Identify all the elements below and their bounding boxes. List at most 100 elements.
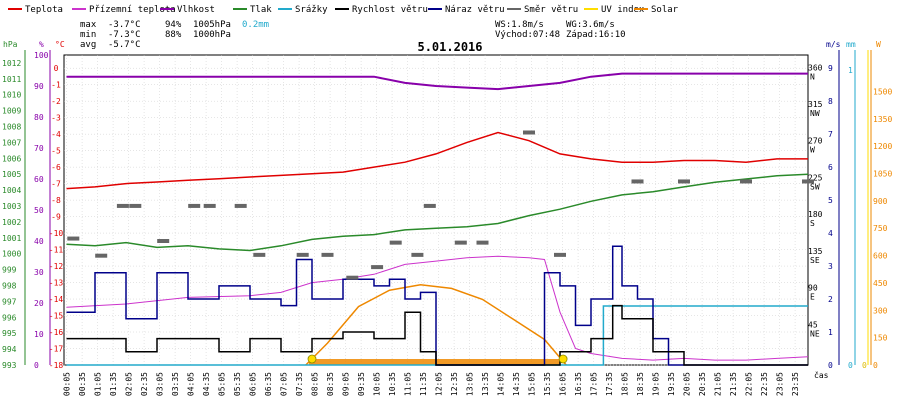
x-tick-label: 21:05: [714, 372, 723, 396]
x-tick-label: 07:35: [295, 372, 304, 396]
axis-temp-tick: -14: [49, 295, 64, 304]
legend-label-3: Tlak: [250, 5, 272, 15]
axis-mm-tick: 0: [848, 361, 853, 370]
x-tick-label: 11:35: [419, 372, 428, 396]
series-wind-dir-mark: [321, 252, 334, 257]
x-tick-label: 06:35: [264, 372, 273, 396]
axis-temp-tick: -11: [49, 246, 64, 255]
axis-w-label: W: [876, 40, 881, 49]
x-tick-label: 13:05: [466, 372, 475, 396]
stat-max-press: 1005hPa: [193, 20, 231, 30]
axis-temp-tick: -8: [51, 196, 61, 205]
axis-ms-tick: 6: [828, 163, 833, 172]
stat-min-hum: 88%: [165, 30, 182, 40]
x-tick-label: 21:35: [729, 372, 738, 396]
series-wind-dir-mark: [157, 239, 170, 243]
legend-label-7: Směr větru: [524, 5, 578, 15]
x-tick-label: 00:05: [63, 372, 72, 396]
axis-dir-name: S: [810, 219, 815, 228]
axis-dir-deg: 315: [808, 100, 823, 109]
x-tick-label: 12:35: [450, 372, 459, 396]
axis-ms-tick: 5: [828, 196, 833, 205]
axis-pct-tick: 90: [34, 82, 44, 91]
axis-dir-name: SW: [810, 182, 820, 191]
series-rain-line: [66, 305, 808, 366]
series-wind-dir-mark: [523, 130, 535, 135]
x-tick-label: 03:35: [171, 372, 180, 396]
axis-ms-tick: 0: [828, 361, 833, 370]
x-tick-label: 13:35: [481, 372, 490, 396]
axis-pct-tick: 80: [34, 113, 44, 122]
x-tick-label: 10:05: [373, 372, 382, 396]
axis-hpa-tick: 1004: [2, 186, 21, 195]
axis-hpa-tick: 1007: [2, 138, 21, 147]
axis-uv-tick: 0: [862, 361, 867, 370]
x-tick-label: 00:35: [78, 372, 87, 396]
axis-pct-label: %: [39, 40, 44, 49]
axis-w-tick: 1050: [873, 170, 892, 179]
axis-pct-tick: 50: [34, 206, 44, 215]
x-tick-label: 08:35: [326, 372, 335, 396]
x-axis: 00:05 00:35 01:05 01:35 02:05 02:35 03:05 03:35…: [63, 370, 829, 396]
axis-hpa-tick: 996: [2, 313, 17, 322]
series-wind-gust-line: [66, 245, 808, 366]
series: [66, 72, 814, 366]
series-wind-dir-mark: [129, 203, 142, 208]
axis-dir-name: E: [810, 293, 815, 302]
series-wind-dir-mark: [476, 240, 489, 245]
x-tick-label: 14:05: [497, 372, 506, 396]
series-wind-dir-mark: [389, 240, 402, 245]
series-wind-dir-mark: [802, 179, 814, 184]
axis-hpa-tick: 1009: [2, 107, 21, 116]
axis-ms-tick: 3: [828, 262, 833, 271]
series-wind-dir-mark: [740, 179, 752, 184]
chart-title: 5.01.2016: [417, 40, 482, 54]
axis-hpa-tick: 994: [2, 345, 17, 354]
axis-dir-deg: 270: [808, 137, 823, 146]
x-tick-label: 15:05: [528, 372, 537, 396]
legend: Teplota Přízemní teplota Vlhkost Tlak Srážky…: [8, 5, 679, 15]
x-axis-label: čas: [814, 370, 829, 380]
axis-pct-tick: 0: [34, 361, 39, 370]
x-tick-label: 01:05: [94, 372, 103, 396]
series-wind-dir-mark: [203, 203, 216, 208]
series-wind-speed-line: [66, 304, 808, 366]
axis-hpa-tick: 1006: [2, 154, 21, 163]
axis-temp-tick: -2: [51, 97, 61, 106]
axis-temp-tick: -16: [49, 328, 64, 337]
axis-w-tick: 0: [873, 361, 878, 370]
axis-dir-name: NE: [810, 329, 820, 338]
axis-pct-tick: 20: [34, 299, 44, 308]
axis-w-tick: 900: [873, 197, 888, 206]
x-tick-label: 17:05: [590, 372, 599, 396]
stat-min-label: min: [80, 30, 96, 40]
legend-label-5: Rychlost větru: [352, 5, 428, 15]
axis-temp-tick: -7: [51, 180, 61, 189]
series-solar-base: [308, 359, 560, 365]
x-tick-label: 08:05: [311, 372, 320, 396]
series-wind-dir-mark: [554, 252, 566, 257]
x-tick-label: 04:35: [202, 372, 211, 396]
stat-sunset: Západ:16:10: [566, 30, 626, 40]
axis-hpa-tick: 997: [2, 297, 17, 306]
legend-label-9: Solar: [651, 5, 679, 15]
series-wind-dir-mark: [346, 275, 359, 280]
x-tick-label: 02:05: [125, 372, 134, 396]
series-pressure-line: [66, 173, 809, 252]
x-tick-label: 15:35: [543, 372, 552, 396]
legend-label-4: Srážky: [295, 5, 328, 15]
series-wind-dir-mark: [188, 203, 201, 208]
axis-w-tick: 300: [873, 306, 888, 315]
series-wind-dir-mark: [678, 179, 690, 184]
axis-temp-tick: 0: [54, 64, 59, 73]
axis-dir-deg: 45: [808, 320, 818, 329]
axis-temp-tick: -12: [49, 262, 64, 271]
axis-hpa-tick: 999: [2, 266, 17, 275]
axis-hpa-tick: 1011: [2, 75, 21, 84]
series-solar-line: [305, 284, 567, 366]
axis-dir-deg: 180: [808, 210, 823, 219]
axis-w-tick: 600: [873, 252, 888, 261]
axis-dir-deg: 225: [808, 173, 823, 182]
stat-ws: WS:1.8m/s: [495, 20, 544, 30]
